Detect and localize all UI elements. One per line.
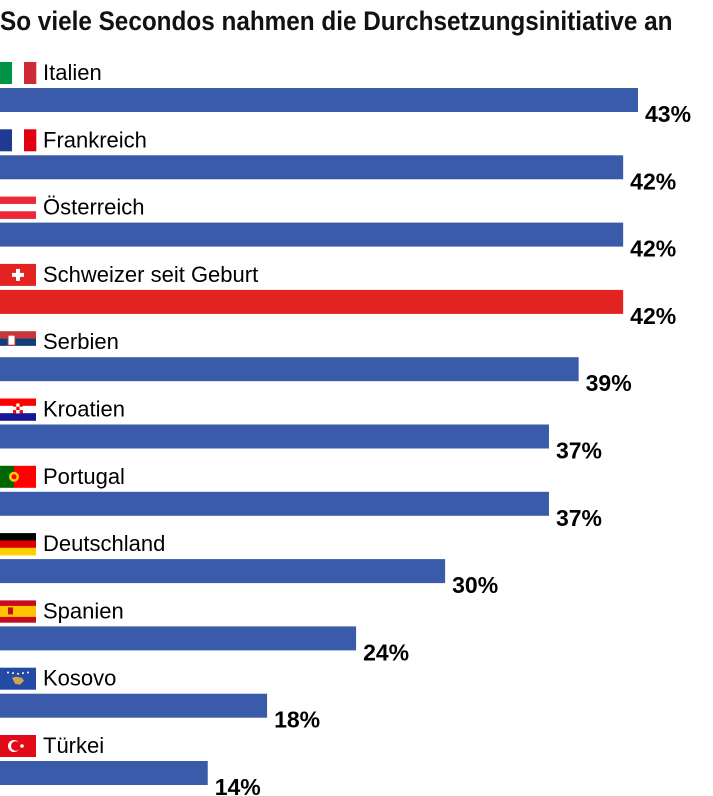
bar [0, 222, 624, 247]
value-label: 18% [274, 707, 320, 733]
category-label: Kosovo [43, 666, 116, 691]
bar [0, 693, 268, 718]
turkey-flag-icon [0, 735, 36, 757]
bar [0, 289, 624, 314]
category-label: Deutschland [43, 531, 165, 556]
italy-flag-icon [0, 62, 37, 84]
category-label: Kroatien [43, 397, 125, 422]
bar [0, 357, 579, 382]
bar [0, 761, 208, 785]
category-label: Serbien [43, 329, 119, 354]
bar [0, 626, 357, 651]
value-label: 43% [645, 101, 691, 127]
value-label: 37% [556, 438, 602, 464]
bar [0, 155, 624, 180]
category-label: Türkei [43, 733, 104, 758]
france-flag-icon [0, 129, 37, 152]
category-label: Portugal [43, 464, 125, 489]
category-label: Österreich [43, 195, 144, 220]
category-label: Spanien [43, 598, 124, 623]
chart-title: So viele Secondos nahmen die Durchsetzun… [0, 6, 673, 36]
croatia-flag-icon [0, 398, 36, 421]
bar [0, 491, 549, 516]
value-label: 30% [452, 572, 498, 598]
value-label: 42% [630, 168, 676, 194]
value-label: 24% [363, 639, 409, 665]
value-label: 39% [586, 370, 632, 396]
spain-flag-icon [0, 600, 36, 623]
bar [0, 88, 638, 112]
value-label: 14% [215, 774, 261, 796]
value-label: 37% [556, 505, 602, 531]
germany-flag-icon [0, 533, 36, 556]
category-label: Italien [43, 60, 102, 85]
bar [0, 559, 446, 584]
serbia-flag-icon [0, 331, 36, 354]
category-label: Frankreich [43, 127, 147, 152]
switzerland-flag-icon [0, 263, 36, 286]
value-label: 42% [630, 236, 676, 262]
bar [0, 424, 549, 449]
portugal-flag-icon [0, 465, 36, 488]
category-label: Schweizer seit Geburt [43, 262, 258, 287]
kosovo-flag-icon [0, 667, 36, 690]
value-label: 42% [630, 303, 676, 329]
austria-flag-icon [0, 196, 36, 219]
